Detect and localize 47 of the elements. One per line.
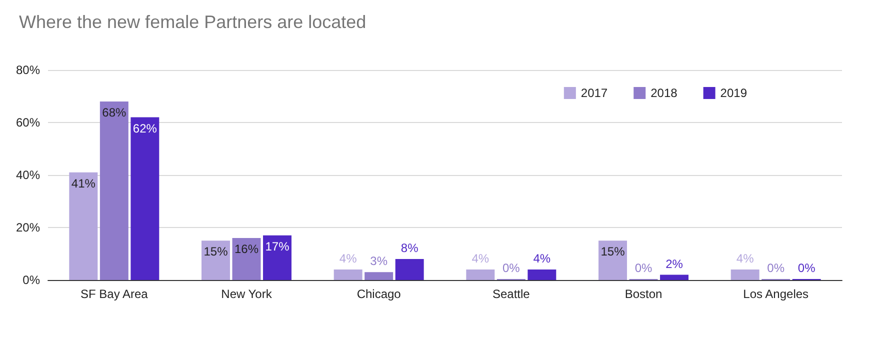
data-label: 4% <box>339 252 358 266</box>
data-label: 3% <box>370 254 388 268</box>
data-label: 0% <box>502 261 520 275</box>
data-label: 8% <box>400 241 419 255</box>
x-tick-label: New York <box>221 287 273 301</box>
data-label: 0% <box>767 261 785 275</box>
x-tick-label: Los Angeles <box>743 287 809 301</box>
data-label: 0% <box>798 261 816 275</box>
y-tick-label: 40% <box>16 168 40 182</box>
bar <box>598 240 627 280</box>
bar <box>232 238 261 280</box>
data-label: 41% <box>71 176 96 190</box>
data-label: 15% <box>600 244 626 259</box>
data-label: 4% <box>533 252 551 266</box>
bar <box>395 259 424 280</box>
chart-title: Where the new female Partners are located <box>19 12 366 32</box>
x-tick-label: Chicago <box>356 287 402 301</box>
y-tick-label: 20% <box>16 220 40 234</box>
data-label: 4% <box>736 252 754 266</box>
data-label: 0% <box>634 261 652 275</box>
bar <box>660 274 688 280</box>
data-label: 68% <box>102 106 126 120</box>
data-label: 4% <box>472 252 490 266</box>
bar <box>364 272 394 280</box>
bar <box>202 240 230 280</box>
data-label: 17% <box>265 239 290 254</box>
bar <box>528 270 556 280</box>
bar <box>730 270 760 280</box>
data-label: 62% <box>132 121 158 136</box>
bar <box>466 270 495 280</box>
x-tick-label: Boston <box>624 287 662 301</box>
bar <box>334 270 362 280</box>
legend-label: 2018 <box>650 86 678 100</box>
x-tick-label: Seattle <box>492 287 530 301</box>
bar <box>263 235 292 280</box>
legend-label: 2017 <box>580 86 608 100</box>
data-label: 15% <box>204 244 228 259</box>
data-label: 2% <box>666 256 684 271</box>
bar <box>130 117 160 280</box>
y-tick-label: 80% <box>16 63 40 77</box>
legend-label: 2019 <box>720 86 748 100</box>
data-label: 16% <box>234 242 259 256</box>
y-tick-label: 0% <box>22 273 40 287</box>
bar <box>69 172 98 280</box>
bar <box>100 102 128 280</box>
x-tick-label: SF Bay Area <box>80 287 148 301</box>
y-tick-label: 60% <box>16 116 40 130</box>
